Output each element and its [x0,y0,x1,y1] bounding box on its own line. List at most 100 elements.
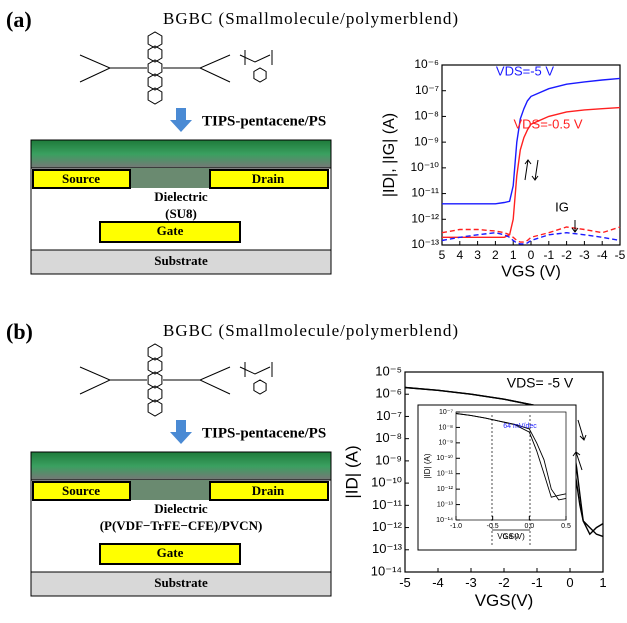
y-tick-label: 10⁻¹⁰ [436,454,453,462]
y-tick-label: 10⁻⁶ [414,57,439,71]
plot-frame [441,64,621,246]
ring [147,59,163,77]
polymer [239,50,273,65]
y-tick-label: 10⁻¹³ [411,237,439,251]
drain [209,481,329,501]
y-tick-label: 10⁻¹² [411,211,439,225]
substrate [30,249,332,275]
x-tick-label: -5 [399,575,411,590]
ring [147,31,163,49]
x-axis-label: VGS(V) [475,591,534,610]
bond [79,366,231,395]
y-tick-label: 10⁻¹² [372,519,403,534]
y-tick-label: 10⁻¹² [437,486,454,493]
source [32,169,131,189]
x-tick-label: 0.5 [561,523,571,530]
panel-heading: BGBC (Smallmolecule/polymerblend) [163,321,459,340]
x-axis-label: VGS (V) [501,263,561,280]
y-tick-label: 10⁻⁸ [414,109,439,123]
substrate [30,571,332,597]
dielectric-label: Dielectric [154,501,208,516]
ring [253,379,267,395]
guide [491,415,531,545]
annotation-arrow [572,451,583,471]
series-line [442,77,621,205]
drain [209,169,329,189]
panel-heading: BGBC (Smallmolecule/polymerblend) [163,9,459,28]
dielectric-material: (P(VDF−TrFE−CFE)/PVCN) [100,518,263,533]
y-tick-label: 10⁻¹³ [437,501,454,508]
y-tick-label: 10⁻¹¹ [411,186,439,200]
x-tick-label: -1 [531,575,543,590]
semiconductor [30,139,332,169]
substrate-label: Substrate [154,575,208,590]
annotation-arrow [577,419,587,441]
channel [130,168,210,188]
source [32,481,131,501]
ring [147,385,163,403]
source-label: Source [62,171,100,186]
series-line [455,413,567,501]
material-label: TIPS-pentacene/PS [202,113,326,129]
molecule [79,343,273,417]
x-tick-label: 5 [439,248,446,262]
x-tick-label: -1.0 [450,523,462,530]
ring [147,371,163,389]
x-tick-label: 0.0 [524,523,534,530]
y-tick-label: 10⁻¹⁴ [436,517,453,524]
source-label: Source [62,483,100,498]
y-axis-label: |ID|, |IG| (A) [381,113,398,197]
series-line [441,226,621,243]
y-tick-label: 10⁻¹⁴ [371,563,402,578]
y-tick-label: 10⁻⁸ [375,430,402,445]
annotation-arrow [524,159,532,181]
panel-label: (a) [6,7,32,32]
plot-frame [455,411,567,521]
y-tick-label: 10⁻¹¹ [372,497,403,512]
annotation: 64 mV/dec [503,423,537,430]
semiconductor [30,451,332,481]
y-tick-label: 10⁻⁹ [375,452,402,467]
annotation: VDS=-5 V [496,63,554,78]
dielectric-label: Dielectric [154,189,208,204]
y-axis-label: |ID| (A) [342,445,361,498]
y-tick-label: 10⁻⁷ [439,409,453,416]
x-tick-label: -1 [543,248,554,262]
x-tick-label: -4 [432,575,444,590]
ring [147,87,163,105]
polymer [239,362,273,377]
x-tick-label: 1 [510,248,517,262]
annotation: 0.8 V [503,534,520,541]
ring [147,45,163,63]
x-axis-label: VGS(V) [497,532,525,541]
substrate-label: Substrate [154,253,208,268]
drain-label: Drain [252,171,285,186]
inset-frame [417,404,577,551]
y-tick-label: 10⁻¹³ [372,541,403,556]
x-tick-label: -5 [615,248,626,262]
annotation: VDS= -5 V [507,375,574,391]
ring [147,343,163,361]
x-tick-label: 2 [492,248,499,262]
ring [253,67,267,83]
channel [130,480,210,500]
series-line [442,106,621,238]
ring [147,357,163,375]
y-tick-label: 10⁻¹¹ [437,471,454,478]
panel-label: (b) [6,319,33,344]
annotation: IG [555,199,569,214]
annotation: VDS=-0.5 V [513,116,582,131]
y-tick-label: 10⁻⁶ [375,386,402,401]
ring [147,399,163,417]
y-tick-label: 10⁻¹⁰ [371,475,402,490]
gate-label: Gate [157,545,184,560]
x-tick-label: -3 [465,575,477,590]
x-tick-label: 0 [528,248,535,262]
molecule [79,31,273,105]
y-tick-label: 10⁻⁷ [415,83,439,97]
drain-label: Drain [252,483,285,498]
gate [99,543,241,565]
y-axis-label: |ID| (A) [423,453,432,478]
series-line [441,231,621,245]
